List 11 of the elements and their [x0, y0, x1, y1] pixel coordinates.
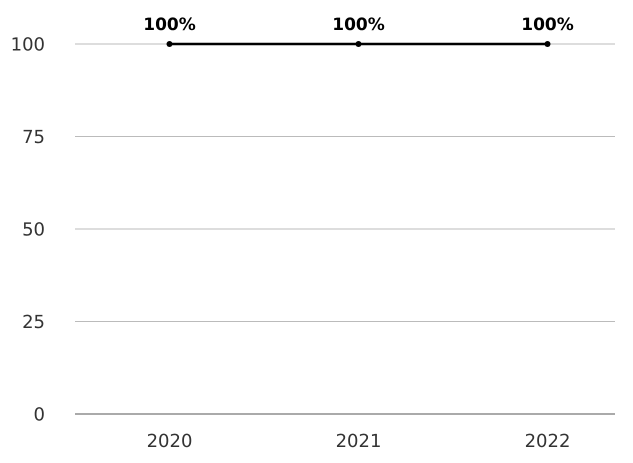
x-tick-label: 2022 — [524, 431, 570, 452]
y-tick-label: 0 — [34, 404, 45, 426]
data-label: 100% — [332, 15, 385, 35]
x-tick-label: 2020 — [146, 431, 192, 452]
data-label: 100% — [521, 15, 574, 35]
y-tick-label: 50 — [22, 219, 45, 240]
y-tick-label: 75 — [22, 126, 45, 148]
y-tick-label: 100 — [10, 34, 45, 56]
data-label: 100% — [143, 15, 196, 35]
y-tick-label: 25 — [22, 312, 45, 333]
x-tick-label: 2021 — [336, 431, 382, 452]
